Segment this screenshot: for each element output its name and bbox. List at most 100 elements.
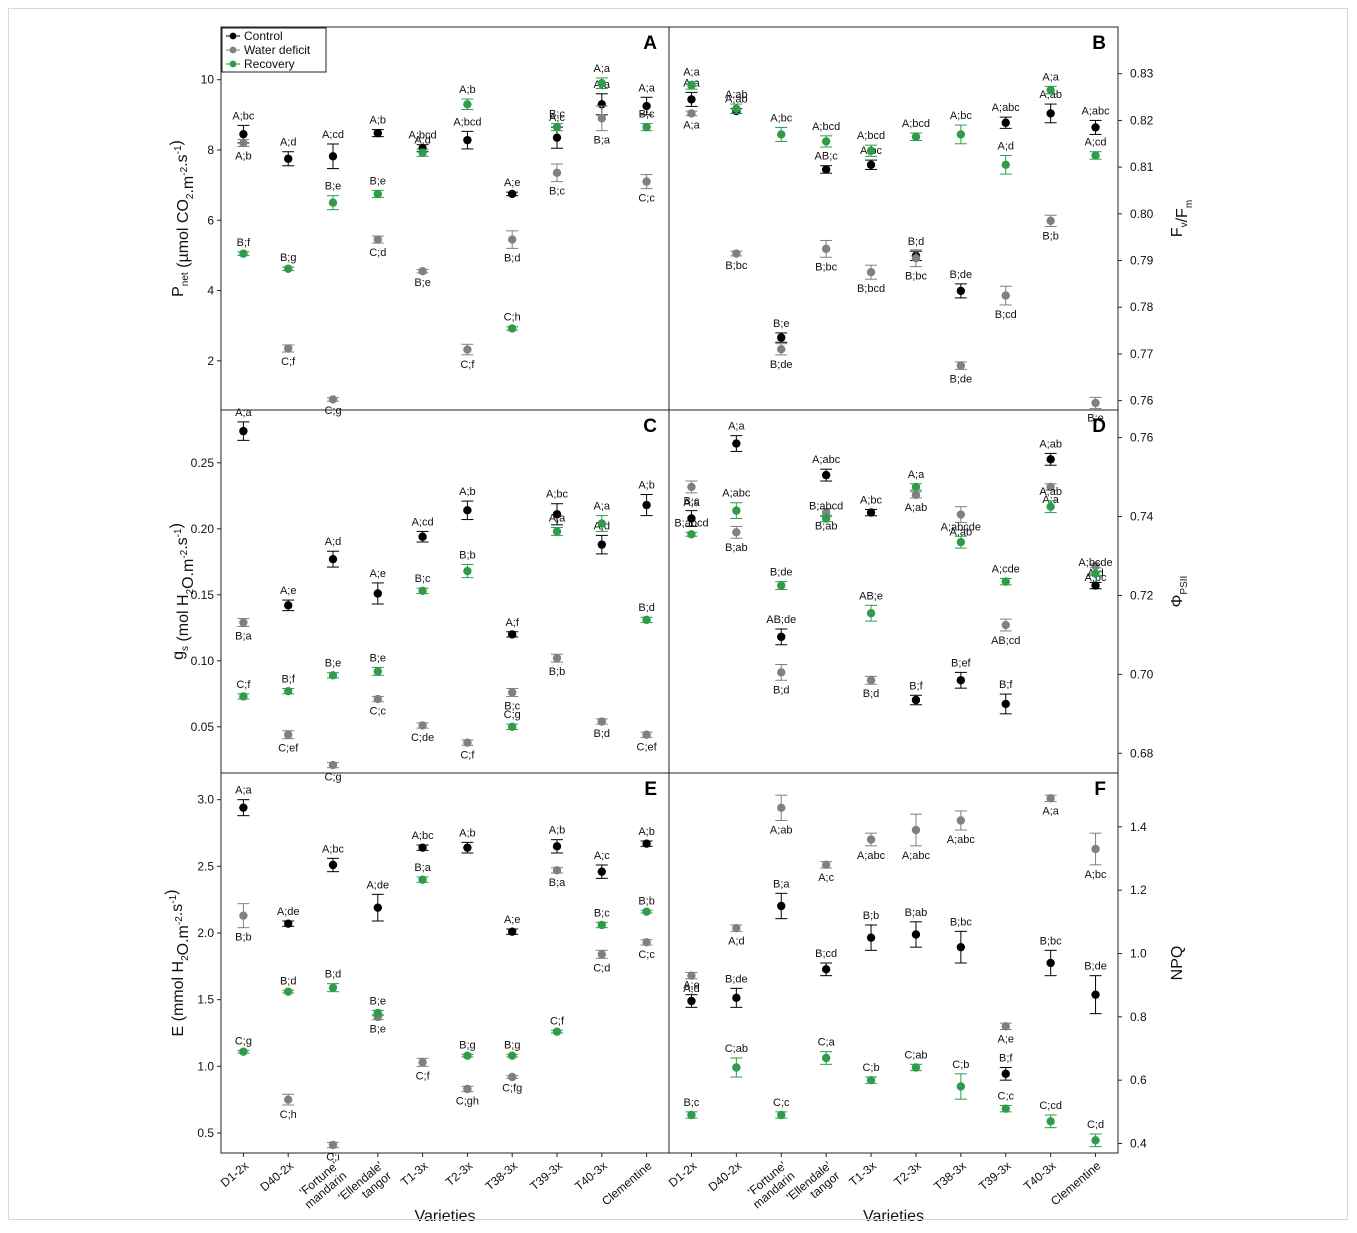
data-label: B;de — [770, 359, 793, 371]
data-label: B;ab — [815, 521, 838, 533]
data-label: B;c — [594, 907, 610, 919]
data-point — [1091, 398, 1100, 408]
x-tick-label: D40-2x — [706, 1159, 745, 1195]
data-label: A;c — [549, 112, 565, 124]
data-point — [1001, 118, 1010, 127]
data-label: C;f — [281, 356, 296, 368]
data-point — [821, 137, 831, 146]
data-label: C;a — [818, 1037, 836, 1049]
y-tick-label: 3.0 — [197, 793, 214, 807]
data-point — [508, 927, 517, 936]
data-point — [642, 615, 651, 625]
data-label: A;ab — [1039, 486, 1062, 498]
data-label: C;cd — [1039, 1100, 1062, 1112]
data-point — [777, 901, 786, 911]
y-tick-label: 0.77 — [1130, 347, 1154, 361]
data-label: C;ab — [904, 1049, 927, 1061]
data-point — [239, 911, 248, 920]
data-label: B;de — [950, 269, 973, 281]
x-tick-label: T39-3x — [527, 1159, 565, 1194]
data-label: B;e — [773, 318, 790, 330]
data-point — [732, 104, 741, 113]
data-label: B;b — [638, 895, 655, 907]
data-point — [284, 1095, 293, 1104]
data-point — [552, 133, 562, 142]
data-point — [597, 519, 606, 528]
data-label: A;cd — [412, 516, 434, 528]
data-point — [418, 532, 427, 541]
data-point — [866, 835, 876, 844]
data-label: AB;c — [815, 151, 839, 163]
data-label: A;ab — [1039, 438, 1062, 450]
data-point — [821, 860, 831, 870]
x-tick-label: D1-2x — [666, 1159, 700, 1190]
data-label: A;e — [997, 1034, 1014, 1046]
data-point — [239, 1047, 248, 1056]
data-label: C;d — [593, 962, 610, 974]
data-label: C;c — [638, 193, 655, 205]
data-label: B;ab — [725, 542, 748, 554]
data-label: AB;e — [859, 590, 883, 602]
data-point — [463, 1051, 472, 1060]
data-point — [956, 816, 966, 825]
data-label: A;b — [549, 825, 566, 837]
legend-marker — [229, 32, 237, 40]
data-point — [463, 135, 472, 145]
data-label: A;bc — [950, 110, 973, 122]
data-label: B;a — [235, 630, 252, 642]
y-tick-label: 0.8 — [1130, 1010, 1147, 1024]
data-label: A;abc — [992, 102, 1021, 114]
panel-F: F 0.4 0.6 0.8 1.0 1.2 1.4 NPQ D1-2x D40-2x 'Fortun… — [666, 772, 1186, 1225]
data-label: A;bc — [1085, 869, 1108, 881]
data-label: B;d — [638, 602, 655, 614]
legend-entry: Water deficit — [244, 43, 311, 57]
data-label: A;ab — [770, 825, 793, 837]
data-label: B;bc — [905, 271, 928, 283]
data-point — [956, 942, 966, 952]
data-point — [597, 114, 606, 123]
x-tick-label: T40-3x — [1021, 1159, 1059, 1194]
x-tick-label: T1-3x — [846, 1159, 879, 1189]
data-point — [687, 514, 696, 523]
data-label: A;a — [594, 501, 611, 513]
data-point — [866, 933, 876, 942]
data-point — [687, 95, 696, 104]
data-label: B;cd — [995, 309, 1017, 321]
data-point — [1046, 794, 1055, 803]
data-point — [642, 938, 651, 947]
data-label: B;abcd — [674, 517, 708, 529]
panel-C-letter: C — [643, 416, 657, 437]
data-point — [418, 875, 427, 884]
data-point — [1091, 844, 1100, 854]
y-tick-label: 0.78 — [1130, 300, 1154, 314]
y-tick-label: 6 — [207, 213, 214, 227]
series-recovery: C;f B;f B;e B;e B;c B;b C;g A;a A;a B;d — [236, 501, 655, 731]
data-label: A;c — [594, 850, 610, 862]
data-point — [911, 490, 921, 500]
data-label: B;abcd — [809, 500, 843, 512]
data-point — [956, 286, 966, 296]
data-point — [1091, 123, 1100, 132]
data-point — [1046, 455, 1055, 464]
data-label: C;d — [1087, 1119, 1104, 1131]
data-label: C;c — [370, 706, 387, 718]
data-label: C;c — [773, 1097, 790, 1109]
data-point — [239, 426, 248, 436]
data-point — [1001, 1104, 1010, 1113]
data-point — [687, 971, 696, 980]
data-label: A;a — [1042, 71, 1059, 83]
data-label: A;abc — [812, 454, 841, 466]
panel-A-letter: A — [643, 33, 657, 54]
panel-A: A 2 4 6 8 10 Pnet (µmol CO2.m-2.s-1) A;bc A;d A;c… — [168, 26, 670, 417]
data-label: A;bc — [232, 110, 255, 122]
data-label: B;de — [725, 973, 748, 985]
data-label: A;d — [414, 134, 431, 146]
data-point — [911, 132, 921, 141]
data-point — [552, 510, 562, 519]
data-point — [508, 630, 517, 639]
data-point — [373, 128, 382, 138]
data-label: A;a — [235, 785, 252, 797]
data-point — [777, 130, 786, 139]
series-water-deficit: A;a B;ab B;d B;ab B;d A;ab A;ab AB;cd A;a A;bc — [683, 480, 1107, 700]
